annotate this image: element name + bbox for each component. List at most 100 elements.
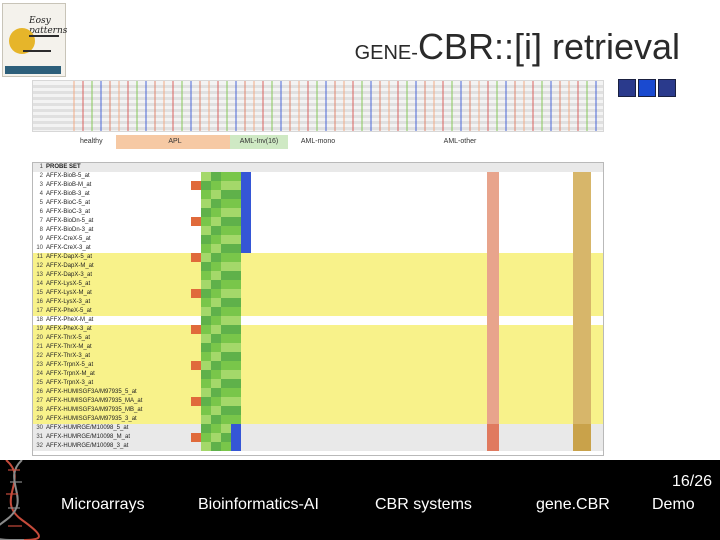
- grid-cell[interactable]: [191, 388, 201, 397]
- grid-cell[interactable]: [231, 262, 241, 271]
- grid-cell[interactable]: [241, 226, 251, 235]
- grid-cell[interactable]: [161, 190, 171, 199]
- table-row[interactable]: 28 AFFX-HUMISGF3A/M97935_MB_at: [33, 406, 603, 415]
- grid-cell[interactable]: [171, 307, 181, 316]
- grid-cell[interactable]: [191, 334, 201, 343]
- table-row[interactable]: 5 AFFX-BioC-5_at: [33, 199, 603, 208]
- class-marker-cell[interactable]: [573, 397, 591, 406]
- grid-cell[interactable]: [161, 433, 171, 442]
- grid-cell[interactable]: [201, 208, 211, 217]
- grid-cell[interactable]: [241, 361, 251, 370]
- grid-cell[interactable]: [231, 343, 241, 352]
- grid-cell[interactable]: [251, 190, 261, 199]
- class-marker-cell[interactable]: [573, 370, 591, 379]
- grid-cell[interactable]: [241, 352, 251, 361]
- nav-demo[interactable]: Demo: [652, 496, 695, 513]
- class-marker-cell[interactable]: [573, 190, 591, 199]
- grid-cell[interactable]: [231, 334, 241, 343]
- grid-cell[interactable]: [231, 424, 241, 433]
- class-marker-cell[interactable]: [573, 262, 591, 271]
- grid-cell[interactable]: [161, 172, 171, 181]
- grid-cell[interactable]: [191, 208, 201, 217]
- class-marker-cell[interactable]: [487, 433, 499, 442]
- grid-cell[interactable]: [161, 361, 171, 370]
- grid-cell[interactable]: [191, 280, 201, 289]
- table-row[interactable]: 10 AFFX-CreX-3_at: [33, 244, 603, 253]
- grid-cell[interactable]: [191, 343, 201, 352]
- grid-cell[interactable]: [221, 424, 231, 433]
- grid-cell[interactable]: [241, 325, 251, 334]
- grid-cell[interactable]: [171, 343, 181, 352]
- grid-cell[interactable]: [201, 334, 211, 343]
- grid-cell[interactable]: [221, 271, 231, 280]
- grid-cell[interactable]: [241, 388, 251, 397]
- grid-cell[interactable]: [241, 415, 251, 424]
- table-row[interactable]: 20 AFFX-ThrX-5_at: [33, 334, 603, 343]
- table-row[interactable]: 16 AFFX-LysX-3_at: [33, 298, 603, 307]
- grid-cell[interactable]: [181, 172, 191, 181]
- grid-cell[interactable]: [201, 190, 211, 199]
- grid-cell[interactable]: [181, 433, 191, 442]
- class-marker-cell[interactable]: [487, 280, 499, 289]
- grid-cell[interactable]: [241, 235, 251, 244]
- grid-cell[interactable]: [171, 190, 181, 199]
- grid-cell[interactable]: [251, 298, 261, 307]
- class-marker-cell[interactable]: [573, 199, 591, 208]
- grid-cell[interactable]: [191, 235, 201, 244]
- grid-cell[interactable]: [251, 415, 261, 424]
- grid-cell[interactable]: [231, 325, 241, 334]
- grid-cell[interactable]: [181, 316, 191, 325]
- grid-cell[interactable]: [211, 397, 221, 406]
- grid-cell[interactable]: [201, 271, 211, 280]
- grid-cell[interactable]: [191, 253, 201, 262]
- grid-cell[interactable]: [161, 253, 171, 262]
- spreadsheet[interactable]: 1 PROBE SET 2 AFFX-BioB-5_at 3 AFFX-BioB-M_…: [32, 162, 604, 456]
- grid-cell[interactable]: [171, 172, 181, 181]
- grid-cell[interactable]: [241, 343, 251, 352]
- class-marker-cell[interactable]: [487, 352, 499, 361]
- grid-cell[interactable]: [181, 325, 191, 334]
- grid-cell[interactable]: [171, 298, 181, 307]
- grid-cell[interactable]: [201, 226, 211, 235]
- grid-cell[interactable]: [231, 352, 241, 361]
- grid-cell[interactable]: [211, 388, 221, 397]
- class-marker-cell[interactable]: [573, 433, 591, 442]
- class-marker-cell[interactable]: [487, 406, 499, 415]
- grid-cell[interactable]: [231, 181, 241, 190]
- grid-cell[interactable]: [241, 316, 251, 325]
- grid-cell[interactable]: [161, 262, 171, 271]
- class-marker-cell[interactable]: [573, 379, 591, 388]
- grid-cell[interactable]: [161, 217, 171, 226]
- grid-cell[interactable]: [221, 226, 231, 235]
- grid-cell[interactable]: [231, 289, 241, 298]
- grid-cell[interactable]: [241, 217, 251, 226]
- grid-cell[interactable]: [201, 280, 211, 289]
- grid-cell[interactable]: [161, 280, 171, 289]
- grid-cell[interactable]: [171, 289, 181, 298]
- table-row[interactable]: 27 AFFX-HUMISGF3A/M97935_MA_at: [33, 397, 603, 406]
- grid-cell[interactable]: [191, 298, 201, 307]
- grid-cell[interactable]: [211, 208, 221, 217]
- grid-cell[interactable]: [181, 199, 191, 208]
- grid-cell[interactable]: [251, 280, 261, 289]
- class-marker-cell[interactable]: [487, 199, 499, 208]
- grid-cell[interactable]: [191, 370, 201, 379]
- grid-cell[interactable]: [251, 406, 261, 415]
- grid-cell[interactable]: [201, 379, 211, 388]
- grid-cell[interactable]: [221, 208, 231, 217]
- grid-cell[interactable]: [181, 361, 191, 370]
- grid-cell[interactable]: [191, 361, 201, 370]
- grid-cell[interactable]: [241, 289, 251, 298]
- grid-cell[interactable]: [191, 172, 201, 181]
- grid-cell[interactable]: [251, 217, 261, 226]
- grid-cell[interactable]: [181, 262, 191, 271]
- grid-cell[interactable]: [161, 406, 171, 415]
- table-row[interactable]: 15 AFFX-LysX-M_at: [33, 289, 603, 298]
- grid-cell[interactable]: [171, 388, 181, 397]
- grid-cell[interactable]: [171, 253, 181, 262]
- grid-cell[interactable]: [211, 181, 221, 190]
- class-marker-cell[interactable]: [573, 172, 591, 181]
- grid-cell[interactable]: [201, 289, 211, 298]
- grid-cell[interactable]: [211, 325, 221, 334]
- table-row[interactable]: 23 AFFX-TrpnX-5_at: [33, 361, 603, 370]
